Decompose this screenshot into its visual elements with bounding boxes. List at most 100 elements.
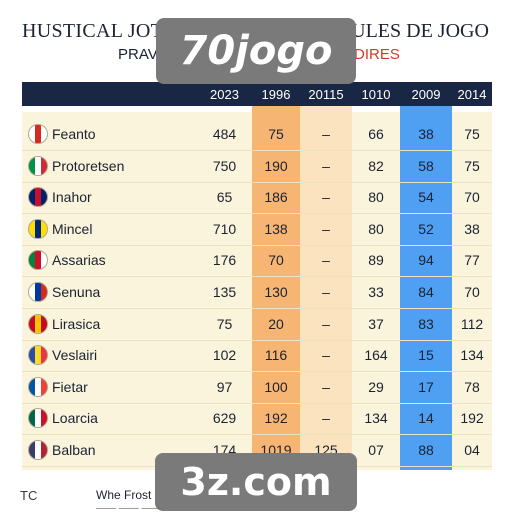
table-cell: 88 [418,442,434,458]
table-cell: – [322,378,330,395]
column-header: 1010 [361,86,391,102]
column-highlight-blue [400,106,452,470]
table-cell: 89 [368,252,384,269]
table-cell: – [322,315,330,332]
table-cell: 176 [212,252,237,269]
table-cell: 192 [460,410,484,427]
column-highlight-peach [300,106,352,470]
table-cell: 65 [216,189,233,206]
table-cell: 164 [364,347,388,364]
table-row: Lirasica 75 20 – 37 83 112 [22,308,492,341]
table-cell: 70 [268,252,284,269]
italy-flag-icon [28,155,48,176]
spain-flag-icon [28,313,48,334]
table-cell: 52 [418,220,434,237]
table-cell: 82 [368,157,384,174]
russia-flag-icon [28,282,48,302]
table-cell: 116 [264,347,288,364]
table-cell: 38 [464,220,480,237]
table-row: Feanto 484 75 – 66 38 75 [22,118,492,151]
country-name: Lirasica [52,315,101,332]
table-cell: 80 [368,220,384,237]
table-cell: 192 [264,410,288,427]
table-cell: 38 [418,126,434,142]
column-header: 1996 [261,86,291,102]
usa-flag-icon [28,440,48,460]
table-cell: – [322,157,330,174]
table-cell: 17 [418,378,434,395]
table-row: Protoretsen 750 190 – 82 58 75 [22,150,492,183]
country-name: Inahor [52,189,92,206]
table-cell: 80 [368,189,384,206]
table-cell: 102 [212,347,237,364]
page-subtitle-right: DIRES [354,46,400,63]
belgium-flag-icon [28,345,48,366]
france-flag-icon [28,376,48,397]
country-name: Protoretsen [52,157,125,174]
table-row: Veslairi 102 116 – 164 15 134 [22,339,492,373]
table-cell: 78 [464,378,480,395]
table-cell: 58 [418,157,434,174]
table-cell: 186 [264,189,288,206]
table-row: Assarias 176 70 – 89 94 77 [22,244,492,278]
country-name: Fietar [52,378,88,395]
table-cell: 134 [364,410,388,427]
table-cell: 20 [268,315,284,332]
table-cell: 135 [212,284,237,300]
footer-subtext: —— —— —— [96,503,162,514]
column-highlight-orange [252,106,300,470]
table-row: Senuna 135 130 – 33 84 70 [22,276,492,309]
table-cell: 190 [264,157,288,174]
column-header: 20115 [308,86,344,102]
table-cell: 33 [368,284,384,300]
country-name: Veslairi [52,347,98,364]
country-name: Feanto [52,126,96,142]
table-cell: – [322,252,330,269]
table-cell: 15 [418,347,434,364]
footer-label: TC [20,488,38,503]
table-cell: 750 [212,157,237,174]
table-cell: 04 [464,442,480,458]
wales-flag-icon [28,250,48,271]
uk-flag-icon [28,187,48,208]
table-cell: 484 [212,126,237,142]
table-cell: 77 [464,252,480,269]
table-cell: – [322,410,330,427]
table-cell: 130 [264,284,288,300]
brazil-flag-icon [28,218,48,239]
table-cell: – [322,126,330,142]
column-header: 2009 [411,86,441,102]
table-cell: 629 [212,410,237,427]
table-cell: 14 [418,410,434,427]
table-cell: 134 [460,347,484,364]
table-row: Fietar 97 100 – 29 17 78 [22,371,492,404]
page-subtitle-left: PRAV [118,46,158,63]
table-cell: 710 [212,220,237,237]
table-cell: – [322,220,330,237]
table-cell: 75 [464,126,480,142]
england-flag-icon [28,124,48,144]
table-cell: 70 [464,284,480,300]
column-header: 2023 [210,86,239,102]
table-cell: 97 [216,378,233,395]
table-cell: – [322,284,330,300]
table-cell: 75 [216,315,233,332]
table-cell: 84 [418,284,434,300]
table-cell: 100 [264,378,288,395]
table-cell: 83 [418,315,434,332]
watermark-bottom: 3z.com [155,453,357,511]
table-cell: 138 [264,220,288,237]
table-cell: 37 [368,315,384,332]
table-cell: 112 [460,315,484,332]
table-cell: – [322,347,330,364]
country-name: Senuna [52,284,101,300]
table-cell: 29 [368,378,384,395]
table-cell: 75 [464,157,480,174]
table-row: Loarcia 629 192 – 134 14 192 [22,402,492,436]
country-name: Assarias [52,252,106,269]
country-name: Balban [52,442,96,458]
stats-table: 2023 1996 20115 1010 2009 20 14 Feanto 484… [22,82,492,470]
table-cell: 07 [368,442,384,458]
mexico-flag-icon [28,408,48,429]
footer-text: Whe Frost [96,488,152,502]
